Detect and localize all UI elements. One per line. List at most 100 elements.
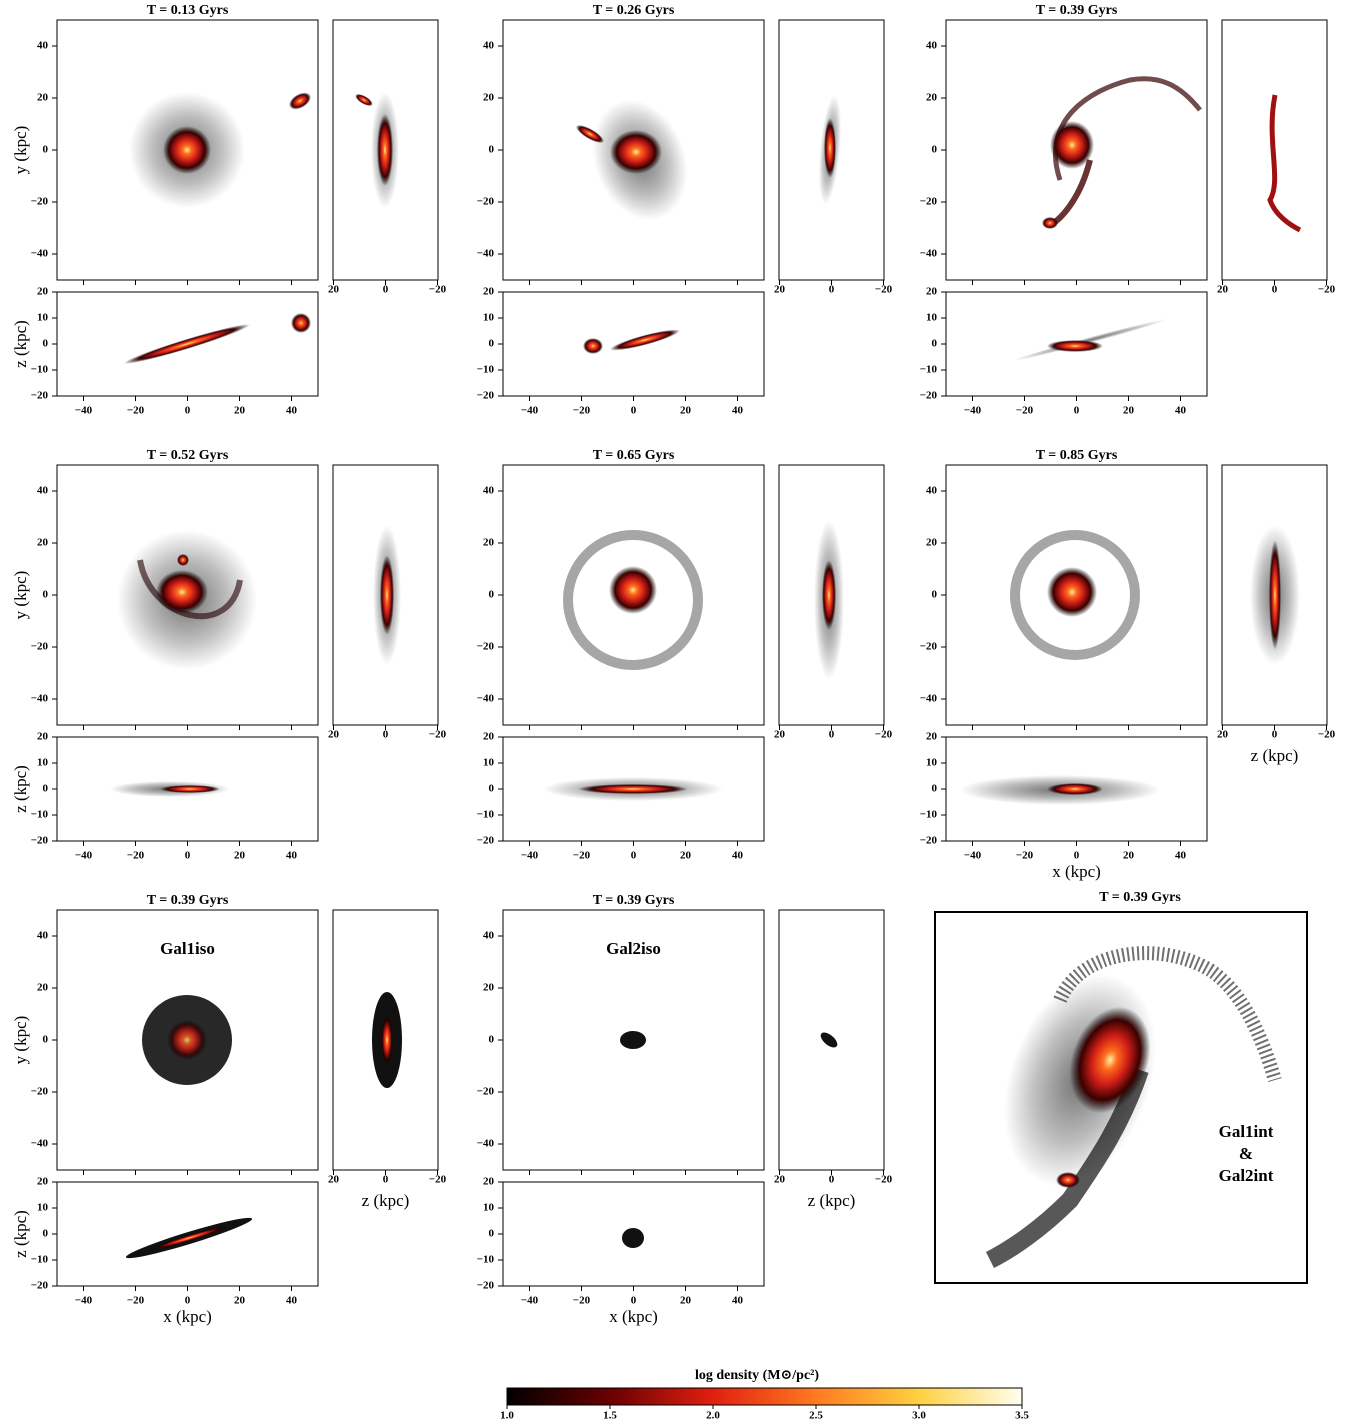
- x-tick-label: 20: [328, 1174, 340, 1186]
- density-blob: [620, 1031, 646, 1049]
- y-tick-label: 20: [483, 92, 495, 104]
- y-tick-label: −20: [477, 641, 495, 653]
- y-tick-label: 40: [37, 40, 49, 52]
- x-tick-label: −20: [1016, 405, 1034, 417]
- y-tick-label: 0: [489, 783, 495, 795]
- y-tick-label: 0: [489, 338, 495, 350]
- x-tick-label: 20: [234, 1295, 246, 1307]
- y-tick-label: 20: [483, 982, 495, 994]
- y-tick-label: 0: [489, 1228, 495, 1240]
- y-tick-label: 20: [483, 731, 495, 743]
- y-tick-label: 10: [483, 757, 495, 769]
- x-tick-label: 20: [1217, 729, 1229, 741]
- y-tick-label: 40: [37, 930, 49, 942]
- y-tick-label: −20: [920, 196, 938, 208]
- y-tick-label: −40: [31, 248, 49, 260]
- panel-label: &: [1239, 1144, 1253, 1163]
- y-tick-label: −10: [477, 1254, 495, 1266]
- y-tick-label: 0: [43, 1228, 49, 1240]
- y-tick-label: −10: [31, 809, 49, 821]
- x-tick-label: −20: [573, 1295, 591, 1307]
- y-tick-label: 20: [483, 1176, 495, 1188]
- density-blob: [583, 338, 603, 354]
- x-tick-label: 0: [383, 284, 389, 296]
- y-tick-label: 0: [43, 144, 49, 156]
- x-tick-label: −20: [429, 1174, 447, 1186]
- y-tick-label: −20: [920, 390, 938, 402]
- x-tick-label: −20: [127, 1295, 145, 1307]
- x-tick-label: −20: [127, 850, 145, 862]
- y-tick-label: 0: [489, 1034, 495, 1046]
- x-tick-label: 20: [234, 850, 246, 862]
- colorbar-tick-label: 2.5: [809, 1410, 823, 1422]
- y-tick-label: 0: [43, 338, 49, 350]
- panel-label: Gal1iso: [160, 939, 215, 958]
- density-blob: [1047, 567, 1097, 617]
- density-blob: [1010, 530, 1140, 660]
- x-tick-label: 20: [1123, 405, 1135, 417]
- x-tick-label: −20: [875, 729, 893, 741]
- y-tick-label: 0: [932, 338, 938, 350]
- y-tick-label: −20: [31, 641, 49, 653]
- y-tick-label: 20: [926, 286, 938, 298]
- y-tick-label: 40: [926, 485, 938, 497]
- density-blob: [610, 329, 680, 351]
- x-tick-label: 20: [1123, 850, 1135, 862]
- panel-title: T = 0.39 Gyrs: [1099, 890, 1181, 905]
- x-tick-label: 0: [185, 405, 191, 417]
- x-tick-label: 0: [185, 1295, 191, 1307]
- density-blob: [563, 530, 703, 670]
- density-blob: [160, 785, 220, 793]
- density-blob: [1069, 1006, 1151, 1114]
- y-tick-label: −20: [477, 390, 495, 402]
- y-tick-label: 10: [37, 1202, 49, 1214]
- x-tick-label: 20: [680, 850, 692, 862]
- x-tick-label: −20: [875, 1174, 893, 1186]
- x-tick-label: −20: [573, 405, 591, 417]
- density-blob: [575, 124, 605, 144]
- y-tick-label: −20: [31, 390, 49, 402]
- axis-label: x (kpc): [1052, 862, 1101, 881]
- x-tick-label: 20: [328, 284, 340, 296]
- panel-label: Gal2int: [1219, 1166, 1274, 1185]
- colorbar-label: log density (M⊙/pc²): [695, 1368, 819, 1383]
- x-tick-label: 0: [829, 1174, 835, 1186]
- y-tick-label: 10: [37, 757, 49, 769]
- x-tick-label: 0: [631, 850, 637, 862]
- density-blob: [150, 1225, 228, 1251]
- y-tick-label: 20: [37, 982, 49, 994]
- density-blob: [355, 93, 373, 107]
- x-tick-label: −20: [875, 284, 893, 296]
- axis-label: y (kpc): [11, 571, 30, 620]
- density-blob: [610, 130, 662, 174]
- x-tick-label: 0: [1074, 405, 1080, 417]
- y-tick-label: 40: [483, 930, 495, 942]
- axis-label: x (kpc): [163, 1307, 212, 1326]
- y-tick-label: 10: [37, 312, 49, 324]
- colorbar-tick-label: 1.0: [500, 1410, 514, 1422]
- panel-title: T = 0.65 Gyrs: [593, 448, 675, 463]
- density-blob: [609, 566, 657, 614]
- x-tick-label: 0: [383, 729, 389, 741]
- y-tick-label: −40: [31, 693, 49, 705]
- panel-title: T = 0.39 Gyrs: [593, 893, 675, 908]
- density-blob: [1050, 121, 1094, 169]
- y-tick-label: 10: [483, 1202, 495, 1214]
- y-tick-label: 0: [489, 589, 495, 601]
- y-tick-label: −20: [477, 835, 495, 847]
- y-tick-label: −40: [477, 693, 495, 705]
- y-tick-label: −40: [920, 693, 938, 705]
- y-tick-label: 20: [483, 286, 495, 298]
- x-tick-label: 0: [383, 1174, 389, 1186]
- density-blob: [291, 313, 311, 333]
- density-blob: [820, 1032, 838, 1048]
- x-tick-label: 40: [732, 1295, 744, 1307]
- density-blob: [578, 784, 688, 794]
- x-tick-label: 20: [774, 284, 786, 296]
- x-tick-label: 40: [1175, 405, 1187, 417]
- y-tick-label: −20: [477, 1086, 495, 1098]
- x-tick-label: 20: [680, 405, 692, 417]
- axis-label: z (kpc): [11, 320, 30, 368]
